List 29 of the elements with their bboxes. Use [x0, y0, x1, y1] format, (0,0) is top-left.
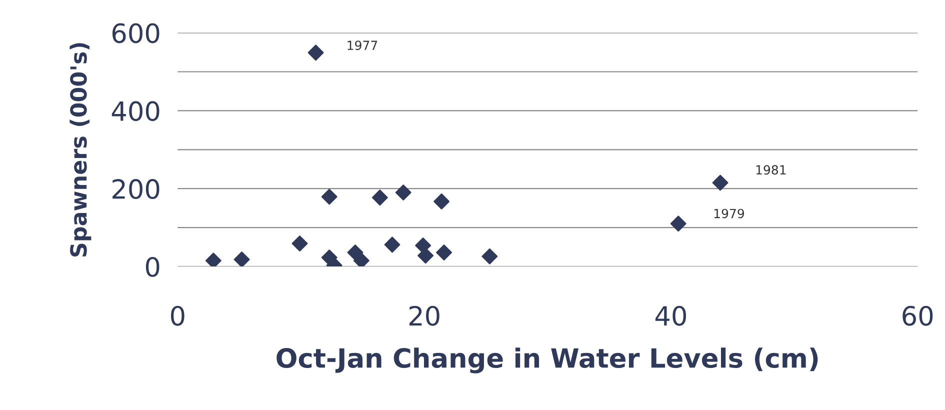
x-tick-label: 60: [902, 306, 933, 326]
y-tick-label: 400: [112, 101, 160, 122]
point: [482, 248, 498, 264]
point: [205, 252, 222, 266]
point: [436, 244, 452, 260]
x-tick-label: 40: [655, 306, 686, 326]
y-tick-label: 0: [146, 256, 160, 277]
point: [418, 248, 434, 264]
x-tick-label: 0: [171, 306, 184, 326]
point: [712, 174, 728, 191]
point: [321, 188, 338, 205]
y-tick-label: 200: [112, 179, 160, 199]
point: [384, 236, 400, 253]
point: [670, 216, 686, 232]
annotation: 1979: [714, 208, 744, 218]
point: [372, 190, 388, 206]
point: [434, 193, 450, 210]
point: [292, 236, 308, 252]
point: [234, 252, 250, 266]
y-axis-title: Spawners (000's): [70, 43, 92, 257]
annotation: 1981: [756, 165, 786, 175]
point: [395, 184, 412, 200]
point: [308, 44, 324, 61]
x-tick-label: 20: [409, 306, 440, 326]
x-axis-title: Oct-Jan Change in Water Levels (cm): [276, 348, 818, 374]
point: [353, 252, 370, 266]
y-tick-label: 600: [112, 23, 160, 44]
point: [347, 244, 364, 260]
annotation: 1977: [348, 40, 378, 50]
